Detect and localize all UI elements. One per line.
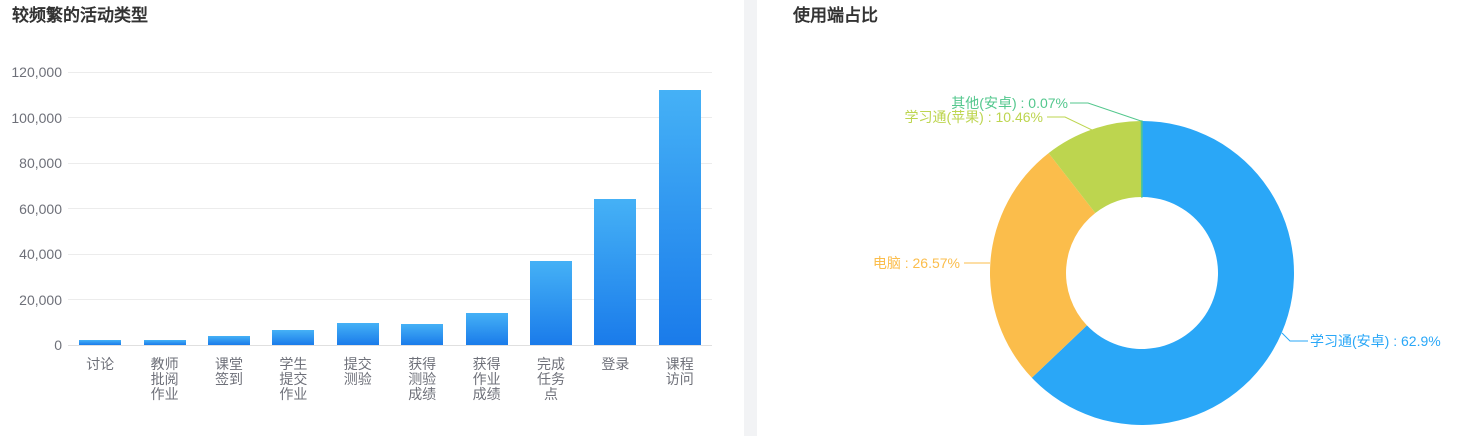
activity-chart-title: 较频繁的活动类型	[12, 6, 148, 25]
x-axis-tick-label: 获得 测验 成绩	[408, 356, 437, 402]
bar-课堂签到[interactable]	[208, 335, 250, 345]
bar-获得作业成绩[interactable]	[465, 313, 508, 345]
pie-slice-电脑[interactable]	[989, 153, 1096, 378]
pie-label-学习通(苹果): 学习通(苹果) : 10.46%	[905, 109, 1043, 125]
pie-label-line-学习通(安卓)	[1281, 332, 1308, 342]
bar-教师批阅作业[interactable]	[143, 340, 186, 345]
pie-label-line-其他(安卓)	[1070, 102, 1142, 122]
client-usage-title: 使用端占比	[793, 6, 878, 25]
x-axis-line	[68, 344, 712, 346]
x-axis-tick-label: 讨论	[86, 356, 115, 372]
y-axis-tick-label: 120,000	[11, 64, 62, 80]
y-axis-tick-label: 100,000	[11, 109, 62, 126]
gridline	[68, 299, 712, 300]
bar-登录[interactable]	[594, 199, 637, 345]
y-axis-tick-label: 40,000	[19, 246, 62, 262]
client-usage-donut-chart: 学习通(安卓) : 62.9% 电脑 : 26.57% 学习通(苹果) : 10.4…	[873, 95, 1441, 426]
x-axis-tick-label: 教师 批阅 作业	[150, 356, 179, 402]
bar-课程访问[interactable]	[658, 90, 701, 345]
pie-slice-其他(安卓)[interactable]	[1140, 120, 1143, 198]
client-usage-panel: 使用端占比 学习通(安卓) : 62.9% 电脑 : 26.57% 学习通(苹果) …	[757, 0, 1460, 436]
bar-讨论[interactable]	[79, 340, 122, 345]
gridline	[68, 71, 712, 73]
activity-chart-panel: 较频繁的活动类型 0 20,000 40,000 60,000 80,000 100,00…	[11, 6, 712, 402]
y-axis-tick-label: 60,000	[19, 200, 62, 217]
x-axis-tick-label: 课程 访问	[665, 356, 694, 387]
y-axis-tick-label: 0	[54, 337, 62, 353]
pie-label-line-学习通(苹果)	[1047, 116, 1093, 131]
bar-获得测验成绩[interactable]	[401, 324, 444, 345]
pie-slice-学习通(安卓)[interactable]	[1031, 121, 1294, 426]
gridline	[68, 208, 712, 209]
x-axis-tick-label: 获得 作业 成绩	[472, 356, 501, 402]
pie-label-电脑: 电脑 : 26.57%	[873, 255, 960, 271]
activity-bar-chart: 0 20,000 40,000 60,000 80,000 100,000 120,000 讨…	[11, 64, 712, 402]
gridline	[68, 117, 712, 118]
x-axis-tick-label: 提交 测验	[343, 356, 372, 387]
pie-label-学习通(安卓): 学习通(安卓) : 62.9%	[1310, 333, 1441, 349]
x-axis-tick-label: 课堂 签到	[215, 356, 243, 387]
x-axis-tick-label: 完成 任务点	[537, 356, 565, 402]
x-axis-tick-label: 学生 提交 作业	[279, 356, 308, 402]
y-axis-tick-label: 80,000	[19, 155, 62, 171]
gridline	[68, 253, 712, 255]
y-axis-tick-label: 20,000	[19, 291, 62, 308]
panel-divider	[744, 0, 757, 436]
bar-学生提交作业[interactable]	[272, 330, 315, 345]
bar-提交测验[interactable]	[336, 323, 379, 345]
pie-slice-学习通(苹果)[interactable]	[1048, 121, 1142, 214]
bar-完成任务点[interactable]	[530, 260, 572, 345]
pie-label-其他(安卓): 其他(安卓) : 0.07%	[951, 95, 1068, 111]
gridline	[68, 162, 712, 164]
x-axis-tick-label: 登录	[601, 356, 630, 372]
